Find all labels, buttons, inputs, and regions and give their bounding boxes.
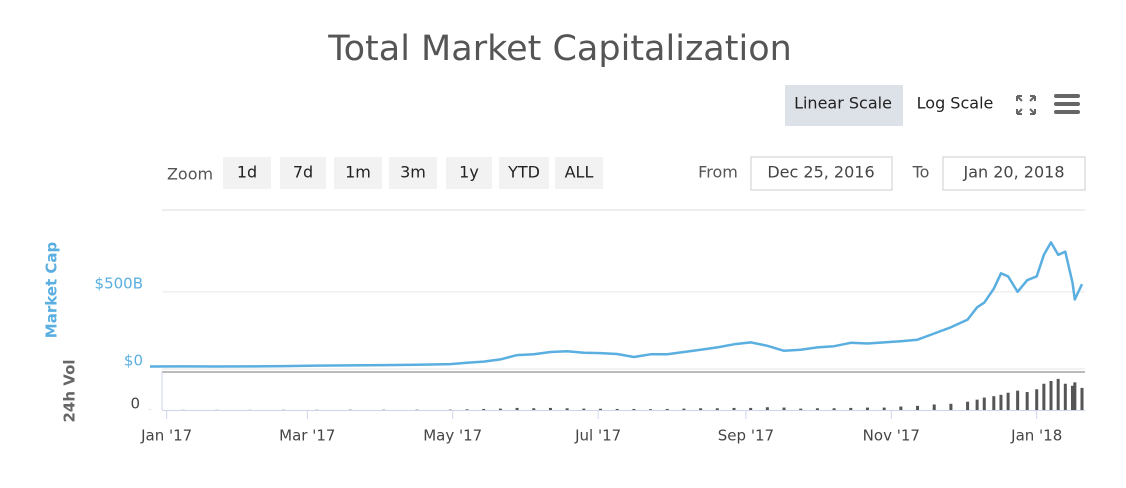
zoom-label: Zoom [167,165,213,184]
zoom-button[interactable]: 3m [400,163,426,182]
x-tick-label: Jan '18 [1010,427,1062,445]
volume-bar [833,408,836,410]
volume-bar [482,409,485,410]
volume-bar [749,408,752,410]
zoom-button[interactable]: 1y [459,163,479,182]
zoom-button[interactable]: 1m [345,163,371,182]
market-cap-line [150,242,1082,366]
volume-bar [992,396,995,410]
volume-bar [849,408,852,410]
volume-bar [716,408,719,410]
volume-tick-label: 0 [130,395,140,413]
x-tick-label: Sep '17 [718,427,774,445]
volume-bar [1081,388,1084,410]
volume-bar [1026,392,1029,410]
volume-bar [549,408,552,410]
volume-bar [1073,382,1076,410]
volume-bar [783,408,786,410]
fullscreen-icon[interactable] [1017,96,1035,114]
log-scale-button[interactable]: Log Scale [917,94,994,113]
volume-bar [582,409,585,410]
to-label: To [912,163,930,182]
volume-bar [1042,384,1045,410]
volume-bar [466,409,469,410]
volume-bar [1016,391,1019,410]
volume-bar [566,408,569,410]
to-input[interactable]: Jan 20, 2018 [963,163,1065,182]
volume-bar [866,408,869,410]
volume-bar [1007,393,1010,410]
volume-bar [1050,381,1053,410]
volume-bar [732,408,735,410]
volume-bar [599,409,602,410]
zoom-button[interactable]: ALL [565,163,594,182]
volume-bar [1057,379,1060,410]
chart-title: Total Market Capitalization [327,29,792,69]
y-tick-label: $0 [124,352,143,370]
volume-bar [532,408,535,410]
x-tick-label: Mar '17 [279,427,335,445]
from-label: From [698,163,738,182]
linear-scale-button[interactable]: Linear Scale [794,94,892,113]
volume-bar [766,407,769,410]
volume-bar [976,400,979,410]
zoom-button[interactable]: YTD [507,163,540,182]
volume-bar [632,409,635,410]
volume-bar [966,402,969,410]
volume-axis-title: 24h Vol [61,359,79,422]
volume-bar [816,408,819,410]
y-axis-title: Market Cap [43,242,61,339]
volume-bar [983,398,986,410]
volume-bar [999,395,1002,410]
volume-bar [616,409,619,410]
from-input[interactable]: Dec 25, 2016 [767,163,874,182]
x-tick-label: Nov '17 [863,427,920,445]
zoom-button[interactable]: 1d [237,163,257,182]
volume-bar [883,408,886,410]
x-tick-label: Jul '17 [574,427,621,445]
x-tick-label: May '17 [423,427,482,445]
volume-bar [799,409,802,410]
volume-bar [649,409,652,410]
zoom-button[interactable]: 7d [293,163,313,182]
volume-bar [899,407,902,410]
volume-bar [516,408,519,410]
volume-bar [916,406,919,410]
volume-bar [1035,389,1038,410]
volume-bar [933,404,936,410]
volume-bar [666,409,669,410]
volume-bar [949,404,952,410]
volume-bar [699,408,702,410]
x-tick-label: Jan '17 [140,427,192,445]
volume-bar [499,409,502,410]
volume-bar [682,409,685,410]
y-tick-label: $500B [95,274,143,292]
menu-icon[interactable] [1054,94,1080,114]
volume-bar [1064,384,1067,410]
